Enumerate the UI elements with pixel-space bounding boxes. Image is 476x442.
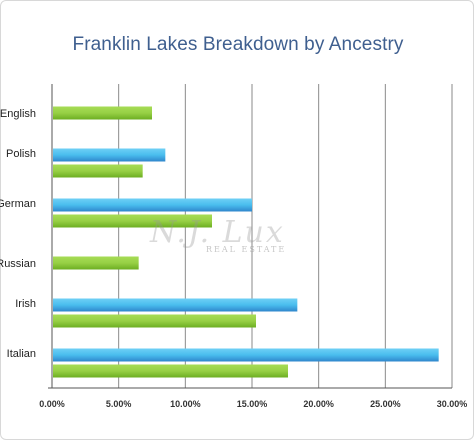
x-tick-label: 15.00% xyxy=(237,399,268,409)
grid-layer xyxy=(48,84,453,389)
chart-title: Franklin Lakes Breakdown by Ancestry xyxy=(72,34,404,55)
category-label: Irish xyxy=(15,298,36,310)
bar-irish-series1 xyxy=(53,298,298,312)
bar-irish-series2 xyxy=(53,314,256,328)
bar-italian-series1 xyxy=(53,348,439,362)
bar-english-series2 xyxy=(53,106,152,120)
x-tick-label: 10.00% xyxy=(170,399,201,409)
x-tick-label: 0.00% xyxy=(39,399,65,409)
bar-polish-series1 xyxy=(53,148,166,162)
category-label: English xyxy=(0,108,36,120)
x-tick-label: 20.00% xyxy=(303,399,334,409)
x-tick-label: 30.00% xyxy=(437,399,468,409)
bar-italian-series2 xyxy=(53,364,288,378)
x-tick-label: 5.00% xyxy=(106,399,132,409)
category-label: Polish xyxy=(6,148,36,160)
category-label: Italian xyxy=(7,348,36,360)
label-layer: 0.00% 5.00% 10.00% 15.00% 20.00% 25.00% 30.00%… xyxy=(0,108,467,409)
category-label: Russian xyxy=(0,258,36,270)
bar-german-series2 xyxy=(53,214,212,228)
bar-german-series1 xyxy=(53,198,252,212)
bar-polish-series2 xyxy=(53,164,143,178)
bar-russian-series2 xyxy=(53,256,139,270)
bar-layer xyxy=(53,106,439,378)
category-label: German xyxy=(0,198,36,210)
x-tick-label: 25.00% xyxy=(370,399,401,409)
